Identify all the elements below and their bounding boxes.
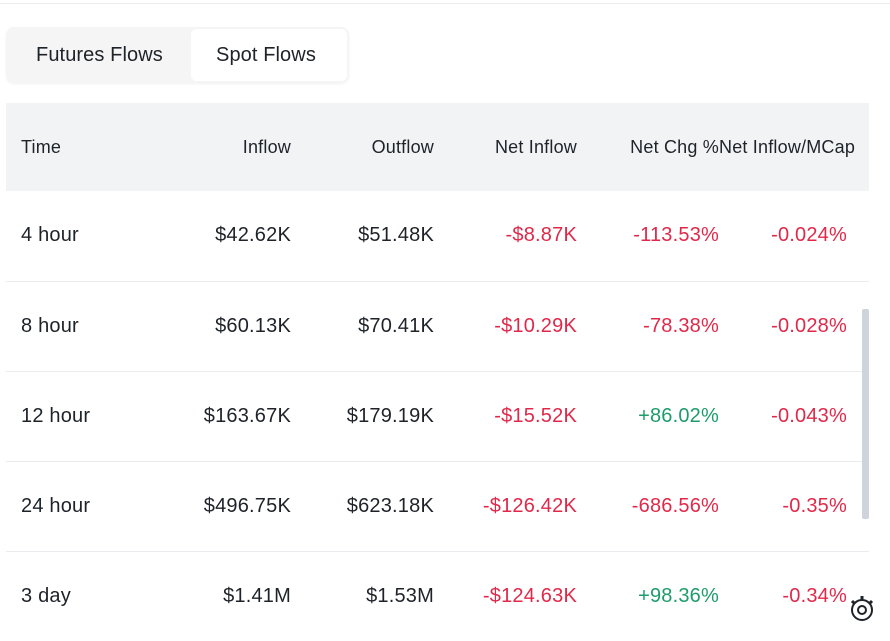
cell-inflow: $60.13K <box>215 314 291 337</box>
settings-icon[interactable] <box>847 595 877 625</box>
tab-spot-flows[interactable]: Spot Flows <box>191 29 347 81</box>
table-row: 12 hour $163.67K $179.19K -$15.52K +86.0… <box>6 371 869 461</box>
column-header-inflow[interactable]: Inflow <box>242 136 291 157</box>
cell-time: 24 hour <box>21 494 91 517</box>
cell-net-inflow-mcap: -0.34% <box>782 584 847 607</box>
flow-type-tabs: Futures Flows Spot Flows <box>6 27 349 83</box>
cell-outflow: $70.41K <box>358 314 434 337</box>
cell-inflow: $1.41M <box>223 584 291 607</box>
cell-outflow: $179.19K <box>346 404 434 427</box>
column-header-net-inflow-mcap[interactable]: Net Inflow/MCap <box>719 136 856 157</box>
table-row: 4 hour $42.62K $51.48K -$8.87K -113.53% … <box>6 191 869 281</box>
cell-net-chg: +98.36% <box>638 584 719 607</box>
cell-outflow: $51.48K <box>358 224 434 247</box>
flows-table: Time Inflow Outflow Net Inflow Net Chg %… <box>6 103 869 641</box>
cell-net-inflow: -$126.42K <box>482 494 577 517</box>
cell-time: 3 day <box>21 584 71 607</box>
cell-net-inflow-mcap: -0.043% <box>771 404 847 427</box>
cell-net-chg: -686.56% <box>631 494 719 517</box>
table-row: 3 day $1.41M $1.53M -$124.63K +98.36% -0… <box>6 551 869 641</box>
cell-net-inflow: -$124.63K <box>482 584 577 607</box>
cell-net-inflow-mcap: -0.028% <box>771 314 847 337</box>
cell-time: 12 hour <box>21 404 91 427</box>
cell-net-inflow-mcap: -0.35% <box>782 494 847 517</box>
cell-net-chg: -78.38% <box>643 314 719 337</box>
cell-time: 8 hour <box>21 314 79 337</box>
column-header-net-inflow[interactable]: Net Inflow <box>494 136 577 157</box>
top-divider <box>0 0 890 4</box>
table-header-row: Time Inflow Outflow Net Inflow Net Chg %… <box>6 103 869 191</box>
cell-net-inflow: -$15.52K <box>494 404 577 427</box>
cell-net-inflow-mcap: -0.024% <box>771 224 847 247</box>
cell-net-inflow: -$8.87K <box>505 224 577 247</box>
column-header-outflow[interactable]: Outflow <box>371 136 434 157</box>
tab-futures-flows[interactable]: Futures Flows <box>36 44 163 66</box>
cell-inflow: $163.67K <box>203 404 291 427</box>
table-row: 8 hour $60.13K $70.41K -$10.29K -78.38% … <box>6 281 869 371</box>
cell-inflow: $42.62K <box>215 224 291 247</box>
column-header-time[interactable]: Time <box>21 136 62 157</box>
table-row: 24 hour $496.75K $623.18K -$126.42K -686… <box>6 461 869 551</box>
cell-outflow: $1.53M <box>366 584 434 607</box>
cell-net-inflow: -$10.29K <box>494 314 577 337</box>
cell-net-chg: +86.02% <box>638 404 719 427</box>
vertical-scrollbar[interactable] <box>862 309 869 519</box>
cell-inflow: $496.75K <box>203 494 291 517</box>
cell-outflow: $623.18K <box>346 494 434 517</box>
cell-net-chg: -113.53% <box>633 224 719 247</box>
cell-time: 4 hour <box>21 224 79 247</box>
column-header-net-chg[interactable]: Net Chg % <box>630 136 719 157</box>
